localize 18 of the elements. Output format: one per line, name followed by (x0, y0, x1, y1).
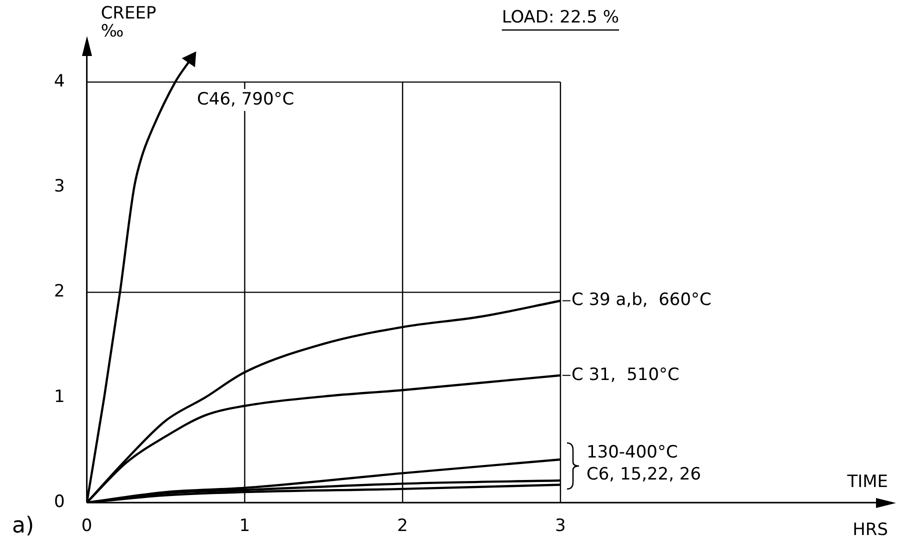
x-tick-label: 0 (81, 516, 92, 536)
text: HRS (852, 520, 888, 540)
x-axis-title: TIME (846, 472, 888, 492)
annotation: 130-400°C C6, 15,22, 26 (586, 442, 702, 485)
legend-label: C 39 a,b, 660°C (571, 290, 712, 310)
y-tick-label: 3 (54, 176, 65, 197)
x-tick-label: 2 (397, 516, 408, 536)
y-tick-label: 1 (54, 386, 65, 407)
chart-title: LOAD: 22.5 % (502, 7, 620, 28)
text: a) (12, 513, 34, 538)
legend-label: C 31, 510°C (571, 364, 680, 385)
series-label: C46, 790°C (197, 89, 294, 110)
x-tick-label: 3 (555, 516, 566, 536)
y-tick-label: 0 (54, 492, 65, 512)
y-tick-label: 4 (54, 71, 65, 92)
y-axis-title: CREEP ‰ (100, 3, 156, 42)
y-tick-label: 2 (54, 282, 65, 302)
x-tick-label: 1 (239, 516, 250, 536)
